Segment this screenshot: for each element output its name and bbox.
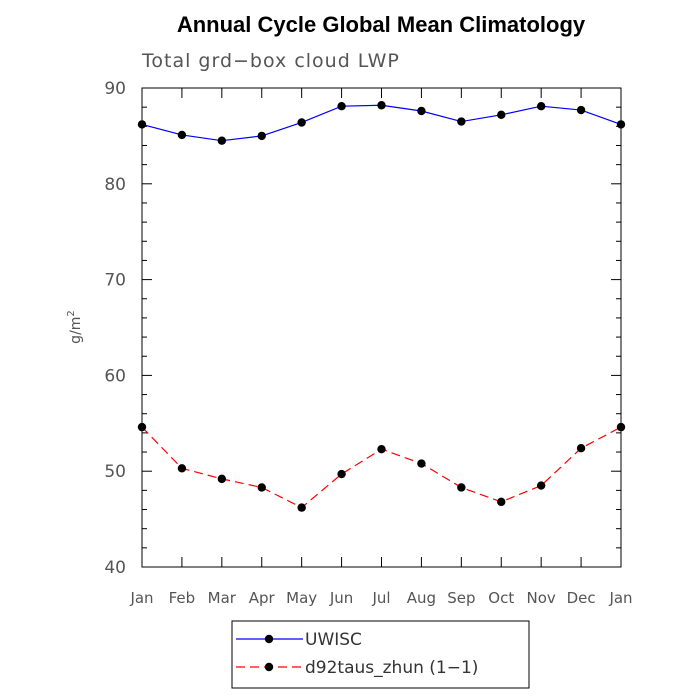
data-point	[497, 497, 506, 507]
x-tick-label: Dec	[567, 589, 596, 607]
data-point	[297, 503, 306, 512]
y-axis-label-base: g/m	[68, 317, 84, 344]
x-tick-label: Sep	[447, 589, 475, 607]
data-point	[576, 105, 586, 115]
data-point	[257, 483, 266, 492]
data-point	[177, 464, 187, 473]
chart-subtitle: Total grd−box cloud LWP	[141, 50, 400, 72]
data-point	[377, 444, 386, 454]
x-tick-label: Aug	[407, 589, 436, 607]
legend-label: UWISC	[305, 630, 362, 650]
series-1	[137, 101, 626, 145]
x-tick-label: May	[286, 589, 317, 607]
data-point	[497, 110, 506, 120]
legend-box	[231, 620, 530, 689]
data-point	[177, 130, 187, 140]
legend-item: d92taus_zhun (1−1)	[236, 658, 478, 678]
y-axis-label-sup: 2	[66, 310, 77, 316]
data-point	[297, 118, 306, 127]
data-point	[417, 106, 426, 116]
legend-swatch-marker	[264, 662, 274, 672]
data-point	[616, 120, 626, 129]
x-tick-label: Jan	[129, 589, 153, 607]
x-tick-label: Nov	[527, 589, 556, 607]
axes: 40 50 60 70 80 90 Jan Feb Mar Apr May Jun Jul Aug Sep O…	[104, 79, 632, 607]
y-tick-label: 70	[104, 271, 126, 291]
y-tick-label: 80	[104, 175, 126, 195]
data-point	[337, 469, 346, 479]
series-line	[141, 426, 622, 509]
x-tick-label: Mar	[208, 589, 237, 607]
x-tick-label: Oct	[488, 589, 514, 607]
x-tick-label: Feb	[169, 589, 196, 607]
y-tick-label: 40	[104, 558, 126, 578]
data-point	[377, 101, 386, 110]
data-point	[536, 481, 546, 490]
x-tick-label: Apr	[249, 589, 276, 607]
series-layer	[137, 101, 626, 512]
data-point	[536, 102, 546, 111]
legend-items: UWISC d92taus_zhun (1−1)	[236, 630, 478, 678]
data-point	[616, 422, 626, 432]
legend-label: d92taus_zhun (1−1)	[305, 658, 478, 678]
x-tick-label: Jul	[371, 589, 390, 607]
x-tick-label: Jun	[329, 589, 353, 607]
data-point	[576, 444, 586, 453]
data-point	[457, 483, 466, 492]
data-point	[137, 120, 147, 129]
y-tick-label: 50	[104, 462, 126, 482]
series-line	[141, 104, 622, 142]
x-tick-label: Jan	[608, 589, 632, 607]
y-tick-label: 90	[104, 79, 126, 99]
legend-swatch-marker	[264, 634, 274, 644]
data-point	[217, 136, 227, 145]
y-axis-label: g/m2	[66, 310, 84, 344]
series-2	[137, 422, 626, 512]
data-point	[217, 474, 227, 484]
data-point	[257, 131, 266, 141]
data-point	[457, 117, 466, 126]
y-tick-label: 60	[104, 366, 126, 386]
data-point	[137, 422, 147, 432]
legend-item: UWISC	[236, 630, 362, 650]
plot-frame	[141, 87, 622, 568]
data-point	[417, 459, 426, 468]
legend: UWISC d92taus_zhun (1−1)	[231, 620, 530, 689]
data-point	[337, 102, 346, 111]
chart-title: Annual Cycle Global Mean Climatology	[177, 12, 586, 37]
